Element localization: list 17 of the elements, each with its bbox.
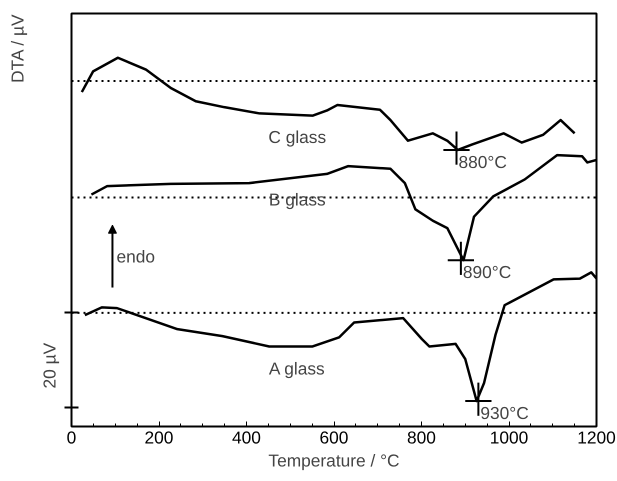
x-tick-label: 600 [320,428,348,448]
x-tick-label: 1200 [577,428,616,448]
series-label: B glass [268,189,326,210]
x-tick-label: 0 [66,428,76,448]
annotation: endo [116,246,156,266]
text: 20 µV [40,342,60,388]
x-axis-title: Temperature / °C [268,450,400,470]
series-label: C glass [268,127,326,148]
x-tick-label: 400 [232,428,261,448]
x-tick-label: 1000 [490,428,528,448]
series-label: A glass [268,358,326,378]
x-tick-label: 200 [144,428,174,448]
annotation: 880°C [458,152,507,172]
annotation: 930°C [480,403,529,424]
x-tick-label: 800 [407,428,436,448]
annotation: 890°C [462,262,512,282]
y-axis-title: DTA / µV [8,14,28,83]
